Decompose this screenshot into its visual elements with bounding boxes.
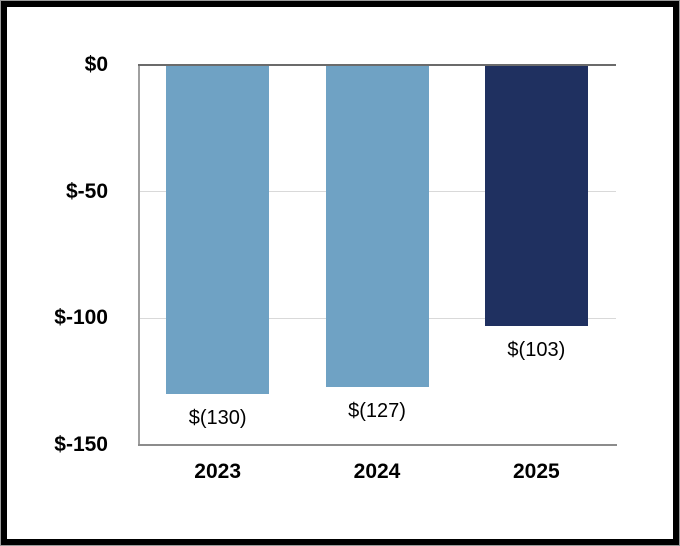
y-tick-label: $-100 [54, 306, 108, 330]
y-axis-line [138, 65, 140, 445]
data-label-2025: $(103) [507, 338, 566, 361]
plot-bottom-border [138, 444, 617, 446]
bar-2023 [166, 65, 270, 395]
category-label-2024: 2024 [353, 460, 401, 483]
category-label-2023: 2023 [194, 460, 242, 483]
data-label-2023: $(130) [188, 407, 247, 430]
y-tick-label: $0 [84, 53, 108, 76]
category-label-2025: 2025 [512, 460, 560, 483]
y-tick-label: $-50 [65, 179, 108, 203]
bar-2024 [325, 65, 429, 387]
bar-2025 [484, 65, 588, 326]
data-label-2024: $(127) [348, 399, 406, 422]
zero-axis-line [138, 63, 616, 66]
y-tick-label: $-150 [54, 433, 108, 456]
